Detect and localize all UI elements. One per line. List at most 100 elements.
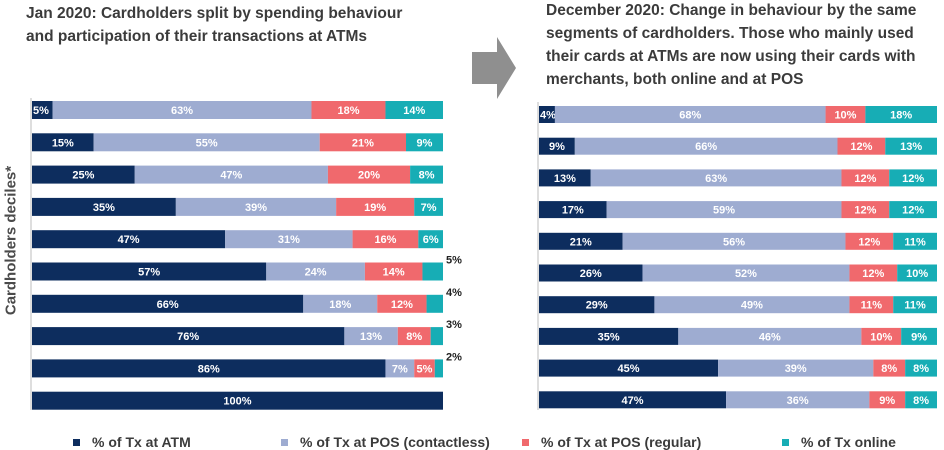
left-bar-d3-atm bbox=[32, 165, 135, 184]
left-bar-d3-pos_regular bbox=[327, 165, 411, 184]
right-bar-d4-pos_regular bbox=[841, 201, 890, 219]
right-label-d10-pos_contactless: 36% bbox=[787, 395, 809, 407]
right-label-d1-atm: 4% bbox=[540, 110, 556, 122]
left-label-d7-online: 4% bbox=[446, 287, 462, 299]
right-bar-d1-pos_regular bbox=[825, 106, 866, 123]
left-label-d10-atm: 100% bbox=[223, 396, 251, 408]
legend-label-pos-contactless: % of Tx at POS (contactless) bbox=[300, 434, 490, 450]
left-label-d9-pos_contactless: 7% bbox=[392, 363, 408, 375]
right-label-d6-pos_regular: 12% bbox=[862, 268, 884, 280]
legend-swatch-online bbox=[782, 438, 789, 446]
left-label-d5-atm: 47% bbox=[118, 234, 140, 246]
left-label-d3-pos_regular: 20% bbox=[358, 170, 380, 182]
left-bar-d9-online bbox=[434, 359, 443, 378]
right-bar-d5-atm bbox=[539, 232, 623, 250]
left-bar-d5-online bbox=[418, 230, 443, 249]
right-bar-d10-atm bbox=[539, 391, 727, 409]
right-bar-d2-atm bbox=[539, 137, 575, 155]
right-label-d4-pos_regular: 12% bbox=[854, 205, 876, 217]
left-bar-d5-pos_contactless bbox=[225, 230, 353, 249]
legend-swatch-pos-regular bbox=[522, 438, 529, 446]
left-label-d6-pos_regular: 14% bbox=[383, 267, 405, 279]
right-label-d7-atm: 29% bbox=[586, 300, 608, 312]
right-label-d8-pos_contactless: 46% bbox=[759, 331, 781, 343]
right-label-d10-online: 8% bbox=[913, 395, 929, 407]
left-label-d7-pos_contactless: 18% bbox=[329, 299, 351, 311]
left-bar-d7-atm bbox=[32, 294, 304, 313]
right-bar-d1-pos_contactless bbox=[554, 106, 826, 123]
right-label-d1-online: 18% bbox=[890, 110, 912, 122]
left-bar-d7-online bbox=[426, 294, 443, 313]
left-bar-d10-atm bbox=[32, 391, 443, 410]
left-label-d6-pos_contactless: 24% bbox=[305, 267, 327, 279]
right-label-d9-pos_regular: 8% bbox=[881, 363, 897, 375]
left-bar-d7-pos_contactless bbox=[303, 294, 378, 313]
right-label-d9-atm: 45% bbox=[618, 363, 640, 375]
right-label-d2-online: 13% bbox=[900, 141, 922, 153]
left-label-d3-online: 8% bbox=[419, 170, 435, 182]
left-bar-d4-atm bbox=[32, 197, 176, 216]
left-bar-d4-online bbox=[414, 197, 443, 216]
left-label-d1-pos_contactless: 63% bbox=[171, 105, 193, 117]
right-bar-d6-atm bbox=[539, 264, 643, 282]
left-label-d8-online: 3% bbox=[446, 319, 462, 331]
legend-item-online: % of Tx online bbox=[782, 434, 896, 450]
right-bar-d10-pos_contactless bbox=[726, 391, 870, 409]
left-bar-d3-online bbox=[410, 165, 443, 184]
right-label-d3-pos_regular: 12% bbox=[854, 173, 876, 185]
left-bar-d1-pos_contactless bbox=[52, 101, 312, 119]
left-label-d4-online: 7% bbox=[421, 202, 437, 214]
right-chart-bars: 4% 68% 10% 18% 9% 66% 12% 13% 13% 63% 12% 12% 17% 59%… bbox=[539, 106, 937, 409]
legend-label-atm: % of Tx at ATM bbox=[92, 434, 191, 450]
right-label-d8-atm: 35% bbox=[598, 331, 620, 343]
right-label-d7-pos_regular: 11% bbox=[861, 300, 883, 312]
legend-label-pos-regular: % of Tx at POS (regular) bbox=[541, 434, 702, 450]
right-bar-d2-online bbox=[885, 137, 937, 155]
left-bar-d4-pos_contactless bbox=[175, 197, 337, 216]
right-label-d2-pos_contactless: 66% bbox=[695, 141, 717, 153]
left-bar-d1-atm bbox=[32, 101, 53, 119]
legend-swatch-atm bbox=[73, 438, 80, 446]
right-bar-d6-online bbox=[897, 264, 937, 282]
right-bar-d10-pos_regular bbox=[869, 391, 906, 409]
left-label-d9-pos_regular: 5% bbox=[417, 363, 433, 375]
right-label-d1-pos_contactless: 68% bbox=[679, 110, 701, 122]
right-label-d4-pos_contactless: 59% bbox=[713, 205, 735, 217]
right-bar-d7-online bbox=[893, 296, 937, 314]
left-label-d6-atm: 57% bbox=[138, 267, 160, 279]
right-bar-d9-atm bbox=[539, 359, 719, 377]
right-bar-d6-pos_contactless bbox=[642, 264, 850, 282]
right-bar-d4-pos_contactless bbox=[606, 201, 842, 219]
right-bar-d6-pos_regular bbox=[849, 264, 898, 282]
right-bar-d3-online bbox=[889, 169, 937, 187]
left-label-d5-pos_regular: 16% bbox=[374, 234, 396, 246]
left-label-d1-atm: 5% bbox=[33, 105, 49, 117]
left-label-d4-pos_contactless: 39% bbox=[245, 202, 267, 214]
left-label-d8-pos_regular: 8% bbox=[406, 331, 422, 343]
left-bar-d2-atm bbox=[32, 133, 94, 152]
right-label-d5-pos_contactless: 56% bbox=[723, 236, 745, 248]
right-bar-d1-online bbox=[865, 106, 937, 123]
right-label-d7-pos_contactless: 49% bbox=[741, 300, 763, 312]
legend-item-atm: % of Tx at ATM bbox=[73, 434, 191, 450]
right-bar-d4-atm bbox=[539, 201, 607, 219]
left-label-d2-pos_contactless: 55% bbox=[196, 137, 218, 149]
right-label-d5-pos_regular: 12% bbox=[858, 236, 880, 248]
left-label-d9-atm: 86% bbox=[198, 363, 220, 375]
right-label-d3-pos_contactless: 63% bbox=[705, 173, 727, 185]
right-bar-d8-pos_contactless bbox=[678, 327, 862, 345]
right-bar-d7-pos_contactless bbox=[654, 296, 850, 314]
right-label-d6-online: 10% bbox=[906, 268, 928, 280]
left-bar-d6-online bbox=[422, 262, 443, 281]
right-label-d5-online: 11% bbox=[904, 236, 926, 248]
right-bar-d9-online bbox=[905, 359, 937, 377]
left-label-d2-online: 9% bbox=[417, 137, 433, 149]
left-chart-title: Jan 2020: Cardholders split by spending … bbox=[26, 5, 403, 45]
left-bar-d4-pos_regular bbox=[336, 197, 415, 216]
right-bar-d3-pos_regular bbox=[841, 169, 890, 187]
right-label-d10-pos_regular: 9% bbox=[879, 395, 895, 407]
right-label-d4-atm: 17% bbox=[562, 205, 584, 217]
left-label-d1-pos_regular: 18% bbox=[337, 105, 359, 117]
